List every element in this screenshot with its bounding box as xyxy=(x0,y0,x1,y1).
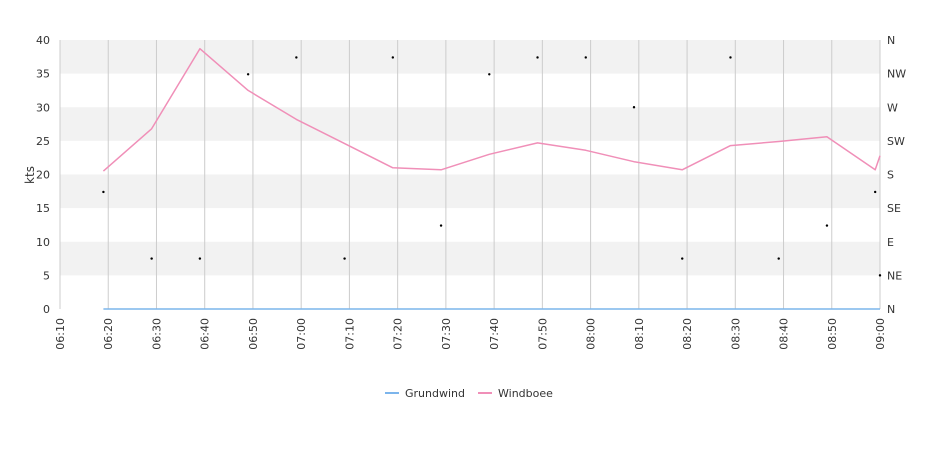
direction-point xyxy=(343,257,346,260)
y-tick-label: 40 xyxy=(36,34,50,47)
direction-point xyxy=(681,257,684,260)
series-line-windboee xyxy=(102,47,881,172)
x-tick-label: 08:10 xyxy=(633,318,646,350)
direction-tick-label: SW xyxy=(887,135,905,148)
direction-point xyxy=(777,257,780,260)
y-tick-label: 20 xyxy=(36,169,50,182)
direction-tick-label: N xyxy=(887,303,895,316)
legend-item-grundwind[interactable]: Grundwind xyxy=(385,387,465,400)
legend-label: Grundwind xyxy=(405,387,465,400)
y-tick-label: 10 xyxy=(36,236,50,249)
x-tick-label: 07:00 xyxy=(295,318,308,350)
y-tick-label: 25 xyxy=(36,135,50,148)
direction-point xyxy=(488,73,491,76)
y-axis-label: kts xyxy=(23,166,37,184)
x-tick-label: 07:20 xyxy=(392,318,405,350)
direction-point xyxy=(632,106,636,109)
direction-tick-label: N xyxy=(887,34,895,47)
direction-point xyxy=(102,190,105,194)
y-tick-label: 5 xyxy=(43,269,50,282)
direction-point xyxy=(873,190,877,194)
direction-tick-label: NE xyxy=(887,269,902,282)
x-tick-label: 06:50 xyxy=(247,318,260,350)
x-tick-label: 06:20 xyxy=(102,318,115,350)
x-tick-label: 06:40 xyxy=(199,318,212,350)
grid-band xyxy=(60,241,880,276)
x-tick-label: 07:10 xyxy=(343,318,356,350)
direction-point xyxy=(878,274,882,277)
grid-band xyxy=(60,174,880,209)
direction-point xyxy=(729,56,732,59)
y-tick-label: 0 xyxy=(43,303,50,316)
x-tick-label: 08:30 xyxy=(729,318,742,350)
y-tick-label: 15 xyxy=(36,202,50,215)
x-tick-label: 09:00 xyxy=(874,318,887,350)
direction-point xyxy=(150,257,153,260)
y-tick-label: 35 xyxy=(36,68,50,81)
direction-tick-label: NW xyxy=(887,68,906,81)
x-tick-label: 08:40 xyxy=(778,318,791,350)
direction-tick-label: S xyxy=(887,169,894,182)
x-tick-label: 07:30 xyxy=(440,318,453,350)
direction-point xyxy=(295,56,298,59)
x-tick-label: 08:50 xyxy=(826,318,839,350)
direction-tick-label: SE xyxy=(887,202,901,215)
y-tick-label: 30 xyxy=(36,101,50,114)
direction-tick-label: E xyxy=(887,236,894,249)
direction-tick-label: W xyxy=(887,101,898,114)
legend-item-windboee[interactable]: Windboee xyxy=(478,387,553,400)
direction-point xyxy=(391,56,395,59)
direction-point xyxy=(198,257,202,260)
x-tick-label: 06:10 xyxy=(54,318,67,350)
x-tick-label: 08:00 xyxy=(585,318,598,350)
direction-point xyxy=(584,56,587,59)
x-tick-label: 08:20 xyxy=(681,318,694,350)
x-tick-label: 07:40 xyxy=(488,318,501,350)
grid-band xyxy=(60,107,880,141)
x-tick-label: 06:30 xyxy=(150,318,163,350)
direction-point xyxy=(825,224,829,227)
direction-point xyxy=(246,73,250,76)
x-tick-label: 07:50 xyxy=(536,318,549,350)
legend-label: Windboee xyxy=(498,387,553,400)
grid-band xyxy=(60,40,880,74)
direction-point xyxy=(536,56,539,59)
direction-point xyxy=(439,224,443,227)
